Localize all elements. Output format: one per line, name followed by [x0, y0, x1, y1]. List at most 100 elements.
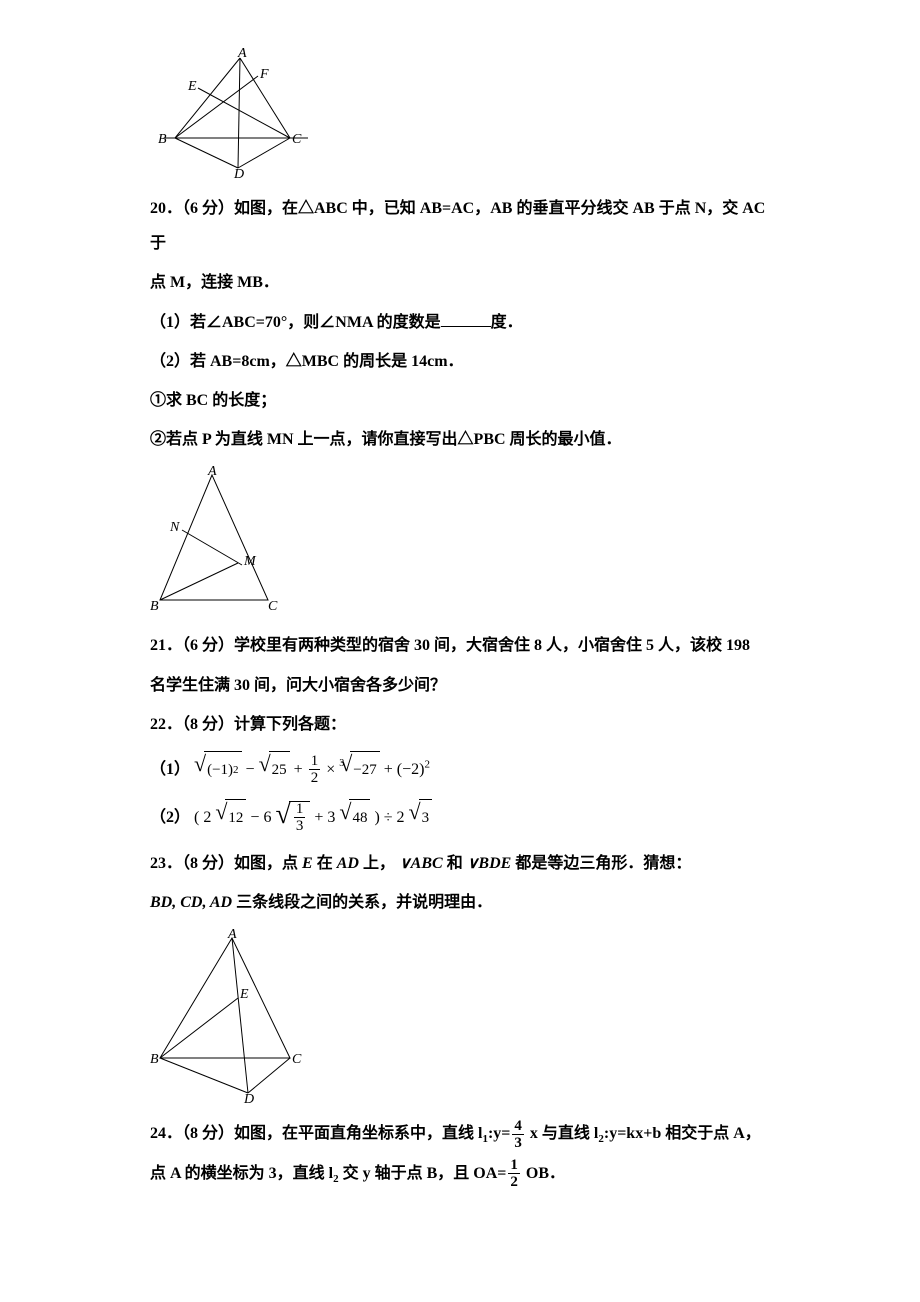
frac-13: 1 3 [294, 802, 306, 834]
p20-line1: 20．（6 分）如图，在△ABC 中，已知 AB=AC，AB 的垂直平分线交 A… [150, 191, 770, 261]
sqrt-25: √ 25 [259, 751, 290, 790]
p20-line2: 点 M，连接 MB． [150, 265, 770, 300]
p24-2c: OB． [522, 1165, 565, 1182]
paren-close: ) [374, 798, 379, 838]
p22-item1-label: （1） [150, 750, 190, 790]
coef2: 6 [263, 798, 271, 838]
label-e: E [187, 79, 197, 94]
triangle-abcnm-svg: A B C N M [150, 465, 280, 615]
frac1-num: 1 [309, 754, 321, 769]
p23-h: ∨BDE [467, 855, 512, 872]
sqrt3-body: −27 [350, 751, 379, 790]
sqrt-3: √ 3 [409, 799, 433, 838]
p21-line1: 21．（6 分）学校里有两种类型的宿舍 30 间，大宿舍住 8 人，小宿舍住 5… [150, 628, 770, 663]
op-minus1: − [246, 750, 255, 790]
p23-2a: BD, CD, AD [150, 894, 232, 911]
label-a2: A [207, 465, 217, 479]
p23-f: ∨ABC [399, 855, 443, 872]
label-b3: B [150, 1052, 159, 1067]
label-b: B [158, 132, 167, 147]
p24-1c: x 与直线 l [526, 1125, 598, 1142]
p23-d: AD [337, 855, 359, 872]
frac1-den: 2 [309, 769, 321, 786]
e2-sqrt1: 12 [225, 799, 246, 838]
e2-sqrt3: 48 [349, 799, 370, 838]
e2-minus: − [250, 798, 259, 838]
p23-e: 上， [363, 855, 395, 872]
p20-sub2b: ②若点 P 为直线 MN 上一点，请你直接写出△PBC 周长的最小值． [150, 422, 770, 457]
sqrt-12: √ 12 [215, 799, 246, 838]
blank-field [441, 326, 491, 327]
coef1: 2 [203, 798, 211, 838]
op-plus1: + [294, 750, 303, 790]
p22-expr2: （2） ( 2 √ 12 − 6 √ 1 3 + 3 √ 48 ) ÷ 2 √ … [150, 798, 770, 838]
p23-c: 在 [317, 855, 333, 872]
p22-expr1: （1） √ (−1)2 − √ 25 + 1 2 × 3 √ −27 + (−2… [150, 750, 770, 790]
label-n: N [169, 520, 180, 535]
label-d3: D [243, 1092, 254, 1103]
p24-line2: 点 A 的横坐标为 3，直线 l 2 交 y 轴于点 B，且 OA=12 OB． [150, 1156, 770, 1191]
p24-1d: :y=kx+b 相交于点 A， [604, 1125, 761, 1142]
p23-2b: 三条线段之间的关系，并说明理由． [236, 894, 492, 911]
label-d: D [233, 167, 244, 178]
frac-43: 43 [512, 1119, 524, 1151]
p23-line1: 23．（8 分）如图，点 E 在 AD 上， ∨ABC 和 ∨BDE 都是等边三… [150, 846, 770, 881]
label-a: A [237, 48, 247, 61]
op-plus2: + [384, 750, 393, 790]
f43-den: 3 [512, 1134, 524, 1151]
p22-header: 22．（8 分）计算下列各题： [150, 707, 770, 742]
p24-2b: 交 y 轴于点 B，且 OA= [339, 1165, 507, 1182]
cbrt-neg27: √ −27 [340, 751, 380, 790]
figure-triangle-abcde: A B C D E [150, 928, 770, 1108]
p24-1a: 24．（8 分）如图，在平面直角坐标系中，直线 l [150, 1125, 482, 1142]
triangle-abcde-svg: A B C D E [150, 928, 315, 1103]
p24-line1: 24．（8 分）如图，在平面直角坐标系中，直线 l1:y=43 x 与直线 l2… [150, 1116, 770, 1151]
paren-exp: 2 [424, 759, 430, 771]
sqrt-neg1sq: √ (−1)2 [194, 751, 242, 790]
p23-i: 都是等边三角形．猜想： [515, 855, 691, 872]
p20-sub1-prefix: （1）若∠ABC=70°，则∠NMA 的度数是 [150, 314, 441, 331]
p20-sub2a: ①求 BC 的长度； [150, 383, 770, 418]
label-c2: C [268, 599, 278, 614]
triangle-abcdef-svg: A B C D E F [150, 48, 320, 178]
figure-triangle-abcdef: A B C D E F [150, 48, 770, 183]
p24-1b: :y= [488, 1125, 510, 1142]
p20-sub2: （2）若 AB=8cm，△MBC 的周长是 14cm． [150, 344, 770, 379]
p24-2a: 点 A 的横坐标为 3，直线 l [150, 1165, 333, 1182]
label-b2: B [150, 599, 159, 614]
p22-item2-label: （2） [150, 798, 190, 838]
label-a3: A [227, 928, 237, 942]
sqrt2-body: 25 [269, 751, 290, 790]
p21-line2: 名学生住满 30 间，问大小宿舍各多少间？ [150, 668, 770, 703]
sqrt-frac13: √ 1 3 [275, 801, 310, 834]
p20-sub1: （1）若∠ABC=70°，则∠NMA 的度数是 度． [150, 305, 770, 340]
f43-num: 4 [512, 1119, 524, 1134]
p20-sub1-suffix: 度． [491, 314, 523, 331]
f13-den: 3 [294, 817, 306, 834]
sqrt1-body: (−1) [207, 752, 233, 790]
frac-12: 12 [508, 1158, 520, 1190]
sqrt1-exp: 2 [233, 757, 239, 785]
label-m: M [243, 554, 257, 569]
figure-triangle-abcnm: A B C N M [150, 465, 770, 620]
label-c3: C [292, 1052, 302, 1067]
e2-div: ÷ [384, 798, 393, 838]
label-c: C [292, 132, 302, 147]
e2-plus: + [314, 798, 323, 838]
label-e3: E [239, 987, 249, 1002]
p23-b: E [302, 855, 313, 872]
f12-den: 2 [508, 1173, 520, 1190]
sqrt-48: √ 48 [339, 799, 370, 838]
coef4: 2 [397, 798, 405, 838]
label-f: F [259, 67, 269, 82]
p23-a: 23．（8 分）如图，点 [150, 855, 298, 872]
p23-g: 和 [447, 855, 463, 872]
op-times: × [326, 750, 335, 790]
frac-half: 1 2 [309, 754, 321, 786]
p23-line2: BD, CD, AD 三条线段之间的关系，并说明理由． [150, 885, 770, 920]
f12-num: 1 [508, 1158, 520, 1173]
paren-open: ( [194, 798, 199, 838]
paren-base: (−2) [397, 761, 425, 778]
paren-neg2sq: (−2)2 [397, 750, 430, 790]
coef3: 3 [327, 798, 335, 838]
